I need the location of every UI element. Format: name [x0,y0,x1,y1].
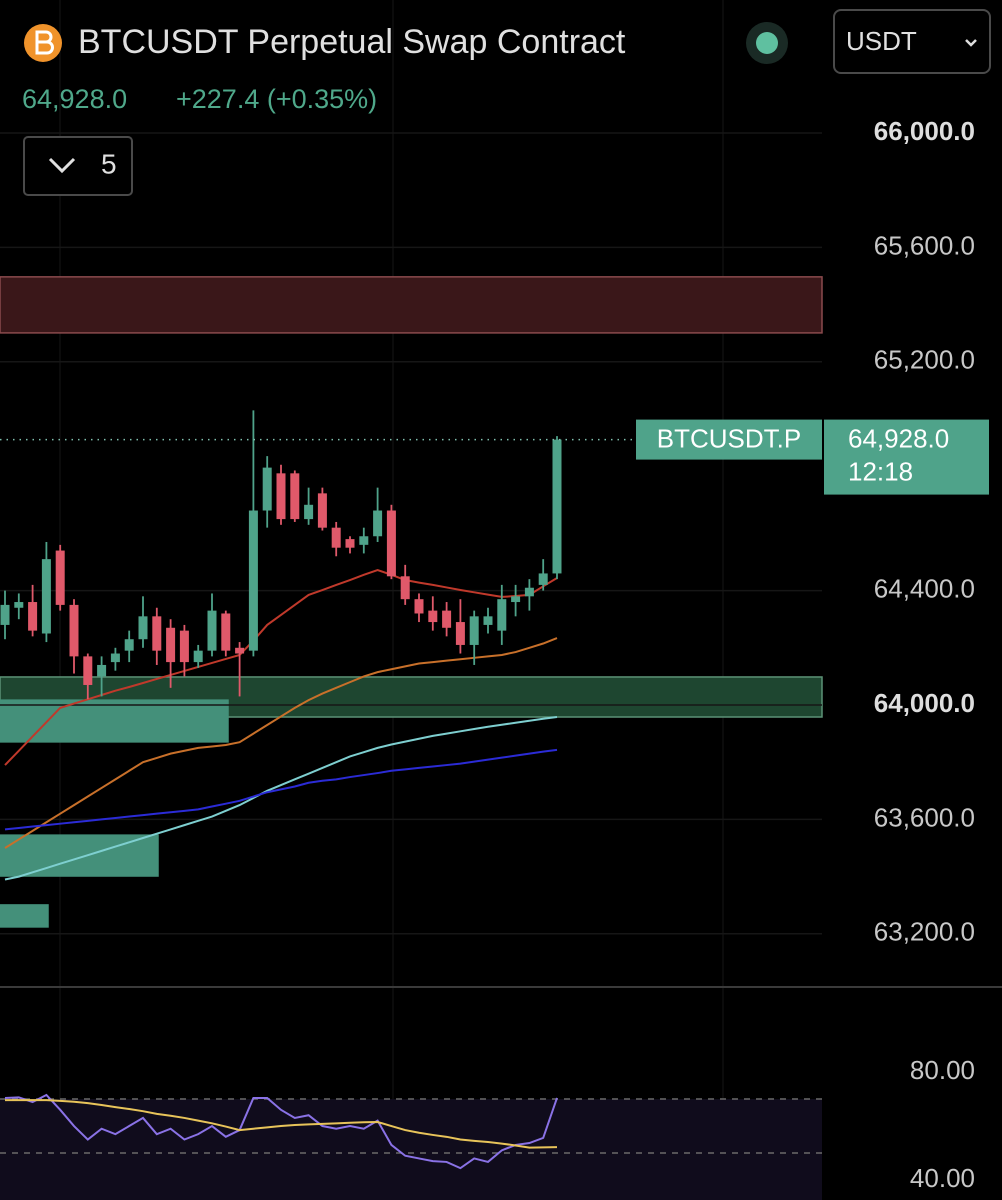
candle-body [110,653,120,663]
y-tick-label: 63,600.0 [874,802,975,832]
candle-body [179,630,189,663]
candle-body [207,610,217,651]
indicator-line [4,568,558,766]
candle-body [386,510,396,577]
candle-body [166,627,176,663]
coin-icon-glyph [35,30,54,55]
rsi-band [0,1099,822,1200]
candle-body [138,616,148,640]
y-tick-label: 80.00 [910,1055,975,1085]
candle-body [276,473,286,520]
y-tick-label: 40.00 [910,1163,975,1193]
candle-body [497,599,507,631]
candle-body [400,576,410,600]
candle-body [331,527,341,548]
last-price-box [824,419,989,495]
candle-body [290,473,300,520]
bar-countdown: 12:18 [848,456,913,486]
currency-label: USDT [846,26,917,56]
candle-body [359,536,369,545]
candle-body [317,493,327,528]
indicator-line [4,637,558,849]
y-tick-label: 63,200.0 [874,917,975,947]
price-tag-box [636,419,822,460]
candle-body [69,604,79,657]
candle-body [455,622,465,645]
symbol-title: BTCUSDT Perpetual Swap Contract [78,23,626,61]
candle-body [55,550,65,605]
indicator-line [4,748,558,831]
last-price-axis-label: 64,928.0 [848,423,949,453]
y-tick-label: 65,600.0 [874,230,975,260]
candle-body [97,664,107,677]
currency-dropdown[interactable] [833,9,991,74]
candle-body [524,587,534,597]
price-zone [0,904,49,928]
plot-layer [0,132,823,1200]
candle-body [483,616,493,625]
indicator-count: 5 [101,148,117,179]
y-tick-label: 66,000.0 [874,116,975,146]
indicator-chevron [48,157,76,174]
indicator-line [4,1093,558,1170]
last-price: 64,928.0 [22,84,127,114]
candle-body [262,467,272,511]
indicator-line [5,1099,558,1149]
price-zone [0,276,823,334]
candle-body [511,596,521,603]
candle-body [248,510,258,651]
candle-body [552,439,562,574]
candle-body [469,616,479,645]
indicator-line [4,716,558,881]
candle-body [14,602,24,608]
candle-body [152,616,162,651]
price-zone [0,676,823,718]
dropdown-chevron [965,39,977,47]
y-tick-label: 64,400.0 [874,573,975,603]
candle-body [414,599,424,614]
candle-body [124,639,134,651]
y-tick-label: 65,200.0 [874,345,975,375]
candle-body [0,604,10,625]
candle-body [83,656,93,685]
status-dot [756,32,778,54]
candle-body [428,610,438,623]
price-tag: BTCUSDT.P [657,423,801,453]
candle-body [28,602,38,631]
price-zone [0,699,229,743]
candle-body [235,647,245,654]
candle-body [41,559,51,634]
price-change: +227.4 (+0.35%) [176,84,377,114]
candle-body [304,504,314,520]
y-tick-label: 64,000.0 [874,688,975,718]
candle-body [538,573,548,585]
indicator-toggle[interactable] [23,136,133,196]
candle-body [193,650,203,663]
candle-body [221,613,231,651]
candle-body [442,610,452,628]
candle-body [345,539,355,548]
candle-body [373,510,383,537]
